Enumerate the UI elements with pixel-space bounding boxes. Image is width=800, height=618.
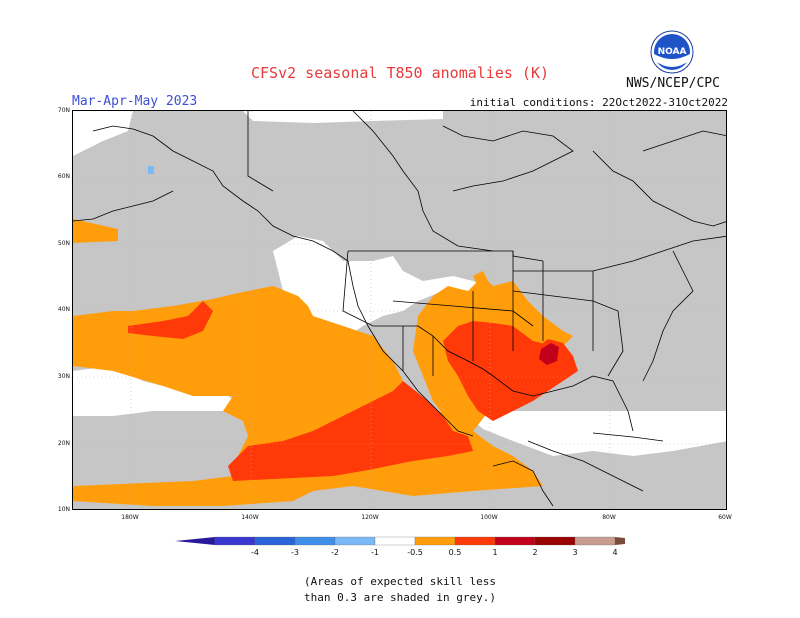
lat-label-10n: 10N xyxy=(57,506,70,513)
lon-label-80w: 80W xyxy=(602,514,616,521)
skill-note: (Areas of expected skill less than 0.3 a… xyxy=(0,574,800,606)
colorbar-tick-label: 2 xyxy=(532,548,538,557)
lon-label-120w: 120W xyxy=(361,514,379,521)
lat-label-20n: 20N xyxy=(57,440,70,447)
colorbar-tick-label: -1 xyxy=(371,548,379,557)
red-anomaly-regions xyxy=(128,301,578,481)
colorbar-arrow-low xyxy=(175,537,215,545)
lat-label-40n: 40N xyxy=(57,306,70,313)
colorbar-swatch xyxy=(534,536,576,546)
initial-conditions-label: initial conditions: 22Oct2022-31Oct2022 xyxy=(469,96,728,109)
map-title: CFSv2 seasonal T850 anomalies (K) xyxy=(250,64,549,82)
colorbar-tick-label: -3 xyxy=(291,548,299,557)
colorbar-swatch xyxy=(574,536,616,546)
svg-text:NOAA: NOAA xyxy=(658,47,687,57)
season-label: Mar-Apr-May 2023 xyxy=(72,94,198,109)
colorbar-swatch xyxy=(414,536,456,546)
lon-label-180w: 180W xyxy=(121,514,139,521)
map-canvas xyxy=(73,111,726,509)
colorbar-tick-label: 1 xyxy=(492,548,498,557)
noaa-logo-icon: NOAA xyxy=(650,30,694,74)
anomaly-map xyxy=(72,110,727,510)
colorbar-swatch xyxy=(294,536,336,546)
lon-label-60w: 60W xyxy=(718,514,732,521)
colorbar-swatch xyxy=(454,536,496,546)
colorbar-swatches xyxy=(175,536,625,546)
colorbar-tick-label: 3 xyxy=(572,548,578,557)
colorbar xyxy=(175,536,625,546)
lat-label-60n: 60N xyxy=(57,173,70,180)
lat-label-70n: 70N xyxy=(57,107,70,114)
coastlines xyxy=(73,111,726,507)
lon-label-100w: 100W xyxy=(480,514,498,521)
lat-label-50n: 50N xyxy=(57,240,70,247)
lat-label-30n: 30N xyxy=(57,373,70,380)
colorbar-tick-label: 0.5 xyxy=(448,548,462,557)
colorbar-tick-label: -4 xyxy=(251,548,259,557)
colorbar-swatch xyxy=(214,536,256,546)
agency-label: NWS/NCEP/CPC xyxy=(626,76,720,91)
lightblue-region xyxy=(148,166,154,174)
colorbar-swatch xyxy=(374,536,416,546)
lon-label-140w: 140W xyxy=(241,514,259,521)
colorbar-swatch xyxy=(254,536,296,546)
colorbar-swatch xyxy=(334,536,376,546)
colorbar-tick-label: -0.5 xyxy=(407,548,423,557)
gridlines xyxy=(73,111,726,509)
darkred-anomaly-regions xyxy=(539,343,559,365)
colorbar-tick-label: 4 xyxy=(612,548,618,557)
colorbar-swatch xyxy=(494,536,536,546)
colorbar-tick-label: -2 xyxy=(331,548,339,557)
skill-note-text: (Areas of expected skill less than 0.3 a… xyxy=(303,575,497,604)
colorbar-arrow-high xyxy=(615,537,625,545)
